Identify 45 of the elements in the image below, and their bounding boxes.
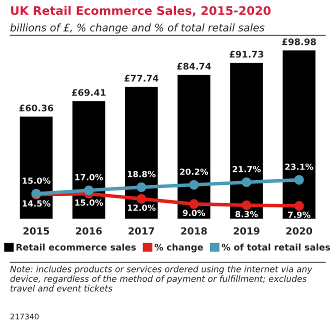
legend-label: % change [154,244,203,252]
point [136,194,146,204]
data-label: £98.98 [282,38,316,46]
legend-label: % of total retail sales [222,244,330,251]
data-label: 15.0% [22,177,50,184]
data-label: 23.1% [285,164,314,170]
data-label: 15.0% [75,199,103,206]
bar [124,85,160,220]
x-tick-label: 2019 [234,227,260,235]
bar [176,73,212,220]
point [189,180,199,190]
point [136,182,146,192]
data-label: 17.0% [75,174,103,180]
legend-label: Retail ecommerce sales [16,244,136,251]
data-label: 21.7% [232,166,261,172]
data-label: 14.5% [22,200,50,207]
bar [18,115,54,220]
bar [71,100,107,220]
data-label: 12.0% [128,204,156,211]
point [294,201,304,211]
point [189,199,199,209]
bar [228,61,264,220]
point [242,177,252,188]
point [84,185,94,196]
x-tick-label: 2018 [181,227,207,235]
x-tick-label: 2020 [286,227,312,235]
chart-title: UK Retail Ecommerce Sales, 2015-2020 [11,6,271,17]
point [294,174,304,185]
x-tick-label: 2015 [23,227,50,235]
data-label: 7.9% [288,212,310,218]
data-label: £84.74 [177,62,211,70]
point [242,200,252,210]
data-label: 18.8% [128,170,156,178]
bar [281,49,317,220]
x-tick-label: 2017 [128,227,154,235]
data-label: 8.3% [235,210,258,218]
text: Note: includes products or services ordered using the internet via any device, regardless of the method of payment or fulfillment; excludes travel and event tickets [10,266,312,292]
data-label: 20.2% [180,168,208,175]
data-label: £91.73 [230,50,264,58]
data-label: £60.36 [19,104,54,112]
chart-subtitle: billions of £, % change and % of total retail sales [10,23,264,34]
data-label: £77.74 [124,74,158,82]
data-label: £69.41 [72,89,106,96]
x-tick-label: 2016 [76,227,102,235]
data-label: 9.0% [182,210,206,216]
